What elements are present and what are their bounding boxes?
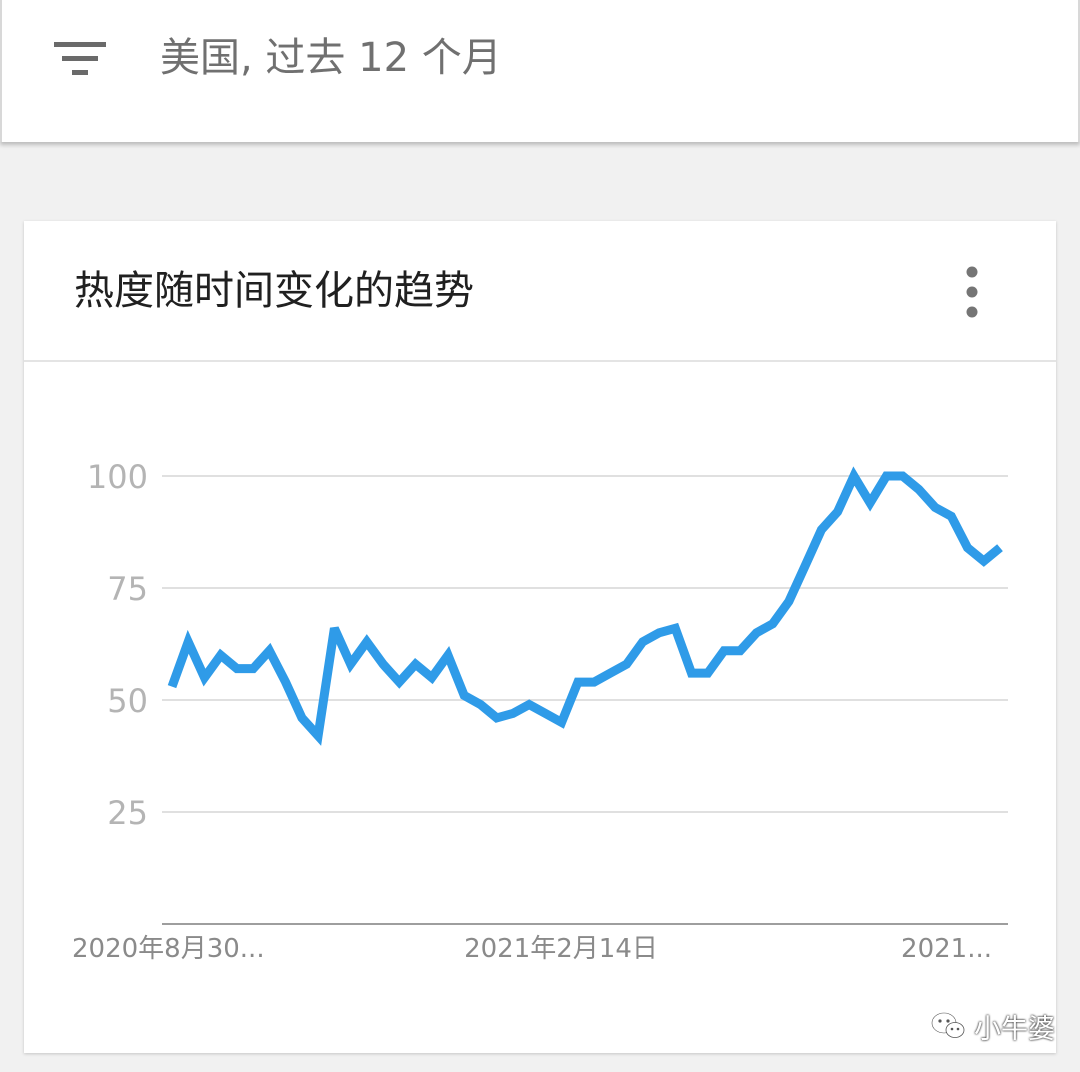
y-tick-label: 100	[87, 458, 148, 496]
interest-over-time-card: 热度随时间变化的趋势 25 50 75 100 2020年8月30... 2021年2月…	[24, 221, 1056, 1053]
watermark: 小牛婆	[930, 1006, 1055, 1046]
trend-chart: 25 50 75 100 2020年8月30... 2021年2月14日 2021...	[72, 458, 1008, 964]
x-tick-label: 2021年2月14日	[464, 934, 658, 964]
y-tick-label: 25	[107, 794, 148, 832]
card-title: 热度随时间变化的趋势	[74, 268, 474, 314]
top-bar: 美国, 过去 12 个月	[0, 0, 1080, 142]
y-tick-label: 75	[107, 570, 148, 608]
more-options-button[interactable]	[956, 263, 988, 319]
y-tick-label: 50	[107, 682, 148, 720]
more-vert-icon	[966, 266, 978, 318]
filter-summary[interactable]: 美国, 过去 12 个月	[160, 35, 502, 81]
filter-button[interactable]	[50, 38, 110, 82]
watermark-text: 小牛婆	[974, 1013, 1055, 1045]
filter-icon	[54, 42, 106, 75]
card-divider	[24, 360, 1056, 362]
x-tick-label: 2020年8月30...	[72, 934, 265, 964]
series-line[interactable]	[167, 466, 1003, 746]
wechat-icon	[930, 1011, 965, 1038]
x-tick-label: 2021...	[901, 934, 992, 964]
